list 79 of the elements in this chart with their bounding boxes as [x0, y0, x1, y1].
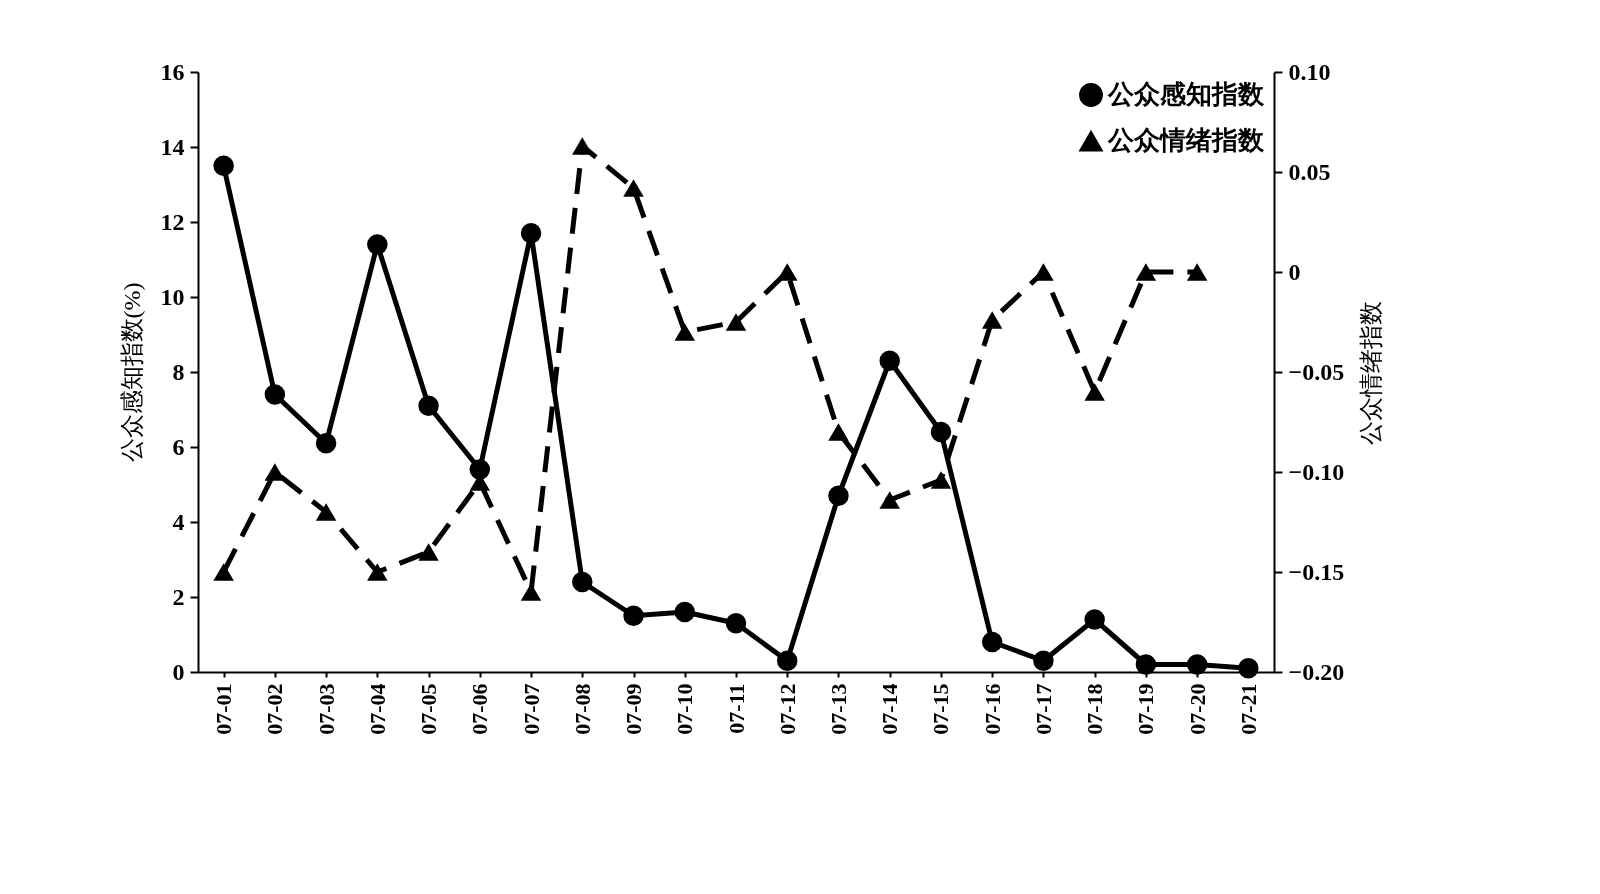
y2-tick-label: −0.10: [1288, 458, 1345, 485]
point: [1084, 609, 1105, 630]
x-tick-label: 07-20: [1184, 683, 1210, 735]
y-tick-label: 2: [172, 583, 185, 610]
legend-label: 公众情绪指数: [1107, 126, 1265, 155]
x-tick-label: 07-14: [877, 683, 903, 735]
point: [981, 631, 1003, 653]
point: [725, 613, 747, 634]
point: [418, 395, 439, 416]
x-tick-label: 07-02: [262, 683, 288, 735]
x-tick-label: 07-10: [672, 683, 698, 735]
x-tick-label: 07-08: [569, 683, 595, 735]
x-tick-label: 07-04: [364, 683, 390, 735]
point: [930, 471, 952, 489]
point: [572, 571, 593, 593]
point: [623, 605, 644, 626]
y-tick-label: 16: [160, 58, 185, 85]
x-tick-label: 07-01: [211, 683, 237, 735]
point: [264, 384, 286, 405]
y-tick-label: 12: [160, 208, 185, 235]
point: [725, 313, 747, 331]
x-tick-label: 07-06: [467, 683, 493, 735]
legend-label: 公众感知指数: [1107, 80, 1265, 109]
point: [469, 459, 491, 480]
y2-axis-title: 公众情绪指数: [1358, 300, 1385, 445]
point: [213, 155, 234, 176]
point: [1084, 383, 1105, 401]
point: [1186, 263, 1208, 281]
x-tick-label: 07-21: [1235, 683, 1261, 735]
x-tick-label: 07-03: [313, 683, 339, 735]
point: [520, 223, 542, 244]
point: [623, 179, 644, 197]
x-tick-label: 07-15: [928, 683, 954, 735]
point: [213, 563, 234, 581]
x-tick-label: 07-16: [979, 683, 1005, 735]
y-tick-label: 8: [172, 358, 185, 385]
y2-tick-label: −0.15: [1288, 558, 1345, 585]
point: [367, 234, 388, 255]
y2-tick-label: 0: [1288, 258, 1301, 285]
point: [1135, 654, 1157, 675]
y-tick-label: 0: [172, 658, 185, 685]
point: [1186, 654, 1208, 675]
point: [674, 323, 696, 341]
point: [674, 601, 696, 623]
x-tick-label: 07-11: [723, 683, 749, 734]
point: [879, 491, 900, 509]
point: [1238, 658, 1259, 679]
x-tick-label: 07-12: [774, 683, 800, 735]
y2-tick-label: −0.05: [1288, 358, 1345, 385]
y2-tick-label: −0.20: [1288, 658, 1345, 685]
y2-tick-label: 0.05: [1288, 158, 1331, 185]
y2-tick-label: 0.10: [1288, 58, 1331, 85]
point: [828, 423, 849, 441]
point: [776, 650, 798, 671]
x-tick-label: 07-17: [1030, 683, 1056, 735]
point: [1033, 650, 1054, 671]
point: [315, 433, 337, 454]
x-tick-label: 07-07: [518, 683, 544, 735]
point: [418, 543, 439, 561]
point: [1033, 263, 1054, 281]
y-tick-label: 6: [172, 433, 185, 460]
point: [776, 263, 798, 281]
point: [315, 503, 337, 521]
point: [828, 485, 849, 506]
y-tick-label: 4: [172, 508, 185, 535]
point: [520, 583, 542, 601]
x-tick-label: 07-19: [1133, 683, 1159, 735]
x-tick-label: 07-13: [825, 683, 851, 735]
y-tick-label: 10: [160, 283, 185, 310]
point: [1135, 263, 1157, 281]
point: [367, 563, 388, 581]
point: [879, 350, 900, 371]
point: [930, 421, 952, 443]
y-axis-title: 公众感知指数(%): [118, 282, 145, 463]
x-tick-label: 07-09: [621, 683, 647, 735]
x-tick-label: 07-18: [1082, 683, 1108, 735]
x-tick-label: 07-05: [416, 683, 442, 735]
point: [981, 311, 1003, 329]
y-tick-label: 14: [160, 133, 185, 160]
